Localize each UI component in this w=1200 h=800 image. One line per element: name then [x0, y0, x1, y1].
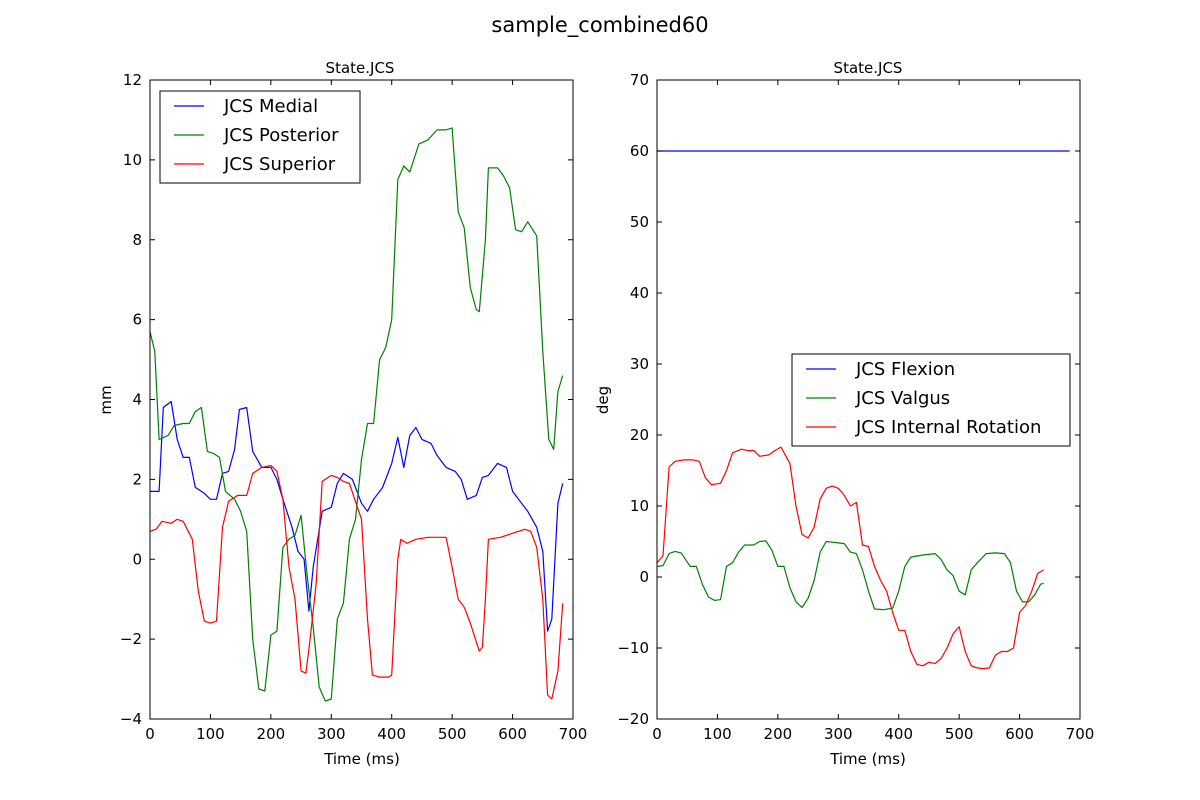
right-chart-title: State.JCS	[834, 59, 903, 77]
y-tick-label: 0	[639, 568, 649, 586]
legend-box	[791, 353, 1071, 447]
y-tick-label: 70	[630, 71, 649, 89]
x-tick-label: 300	[824, 725, 853, 743]
x-tick-label: 600	[1005, 725, 1034, 743]
series-line-jcs-superior	[150, 464, 564, 700]
left-chart-panel: State.JCS Time (ms) mm 0 100 200 300 400 500 6…	[97, 59, 587, 768]
series-line-jcs-valgus	[657, 540, 1044, 611]
series-line-jcs-medial	[150, 400, 564, 632]
y-tick-label: −4	[120, 710, 142, 728]
right-plot-lines	[657, 150, 1070, 670]
x-tick-label: 500	[945, 725, 974, 743]
x-tick-label: 0	[145, 725, 155, 743]
y-tick-label: 30	[630, 355, 649, 373]
x-tick-label: 600	[498, 725, 527, 743]
plot-frame	[656, 79, 1081, 720]
x-tick-label: 200	[764, 725, 793, 743]
y-tick-label: 60	[630, 142, 649, 160]
x-tick-label: 200	[257, 725, 286, 743]
series-line-jcs-internal-rotation	[657, 446, 1045, 670]
y-tick-label: 12	[123, 71, 142, 89]
x-tick-label: 700	[1066, 725, 1095, 743]
x-tick-label: 400	[377, 725, 406, 743]
y-tick-label: 6	[132, 311, 142, 329]
legend-label: JCS Superior	[223, 154, 336, 175]
y-tick-label: −20	[617, 710, 649, 728]
x-tick-label: 400	[884, 725, 913, 743]
y-tick-label: 0	[132, 550, 142, 568]
y-tick-label: 4	[132, 391, 142, 409]
x-tick-label: 300	[317, 725, 346, 743]
left-legend: JCS Medial JCS Posterior JCS Superior	[159, 90, 361, 184]
x-tick-label: 500	[438, 725, 467, 743]
left-chart-title: State.JCS	[326, 59, 395, 77]
y-tick-label: −2	[120, 630, 142, 648]
right-x-axis-label: Time (ms)	[829, 750, 906, 768]
y-tick-label: 10	[123, 151, 142, 169]
y-tick-label: 10	[630, 497, 649, 515]
legend-label: JCS Flexion	[855, 359, 955, 380]
x-tick-label: 100	[196, 725, 225, 743]
right-y-axis-label: deg	[594, 386, 612, 414]
left-y-axis-label: mm	[97, 385, 115, 414]
y-tick-label: 50	[630, 213, 649, 231]
left-axes: 0 100 200 300 400 500 600 700 −4 −2 0 2 4 6 8 10 12	[120, 71, 587, 743]
x-tick-label: 0	[652, 725, 662, 743]
x-tick-label: 100	[703, 725, 732, 743]
x-tick-label: 700	[559, 725, 588, 743]
legend-label: JCS Posterior	[223, 125, 339, 146]
left-plot-lines	[150, 127, 564, 702]
legend-label: JCS Internal Rotation	[855, 417, 1041, 438]
y-tick-label: −10	[617, 639, 649, 657]
y-tick-label: 8	[132, 231, 142, 249]
y-tick-label: 40	[630, 284, 649, 302]
right-chart-panel: State.JCS Time (ms) deg 0 100 200 300 400 500…	[594, 59, 1094, 768]
figure-title: sample_combined60	[491, 13, 708, 38]
right-axes: 0 100 200 300 400 500 600 700 −20 −10 0 10 20 30 40 50 6…	[617, 71, 1094, 743]
y-tick-label: 2	[132, 470, 142, 488]
legend-label: JCS Medial	[223, 96, 318, 117]
series-line-jcs-posterior	[150, 127, 564, 702]
y-tick-label: 20	[630, 426, 649, 444]
right-legend: JCS Flexion JCS Valgus JCS Internal Rotati…	[791, 353, 1071, 447]
legend-label: JCS Valgus	[855, 388, 950, 409]
left-x-axis-label: Time (ms)	[323, 750, 400, 768]
